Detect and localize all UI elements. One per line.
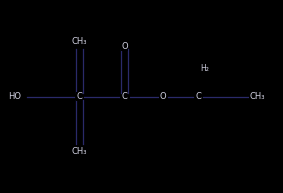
Text: CH₃: CH₃	[72, 147, 87, 156]
Text: H₂: H₂	[201, 64, 210, 73]
Text: O: O	[159, 92, 166, 101]
Text: CH₃: CH₃	[72, 37, 87, 46]
Text: HO: HO	[8, 92, 21, 101]
Text: C: C	[122, 92, 127, 101]
Text: CH₃: CH₃	[249, 92, 265, 101]
Text: C: C	[76, 92, 82, 101]
Text: C: C	[195, 92, 201, 101]
Text: O: O	[121, 42, 128, 51]
